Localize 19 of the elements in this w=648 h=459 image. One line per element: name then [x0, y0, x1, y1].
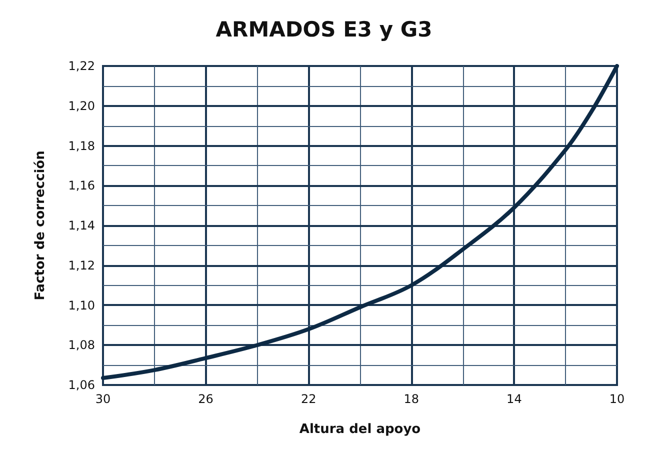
x-axis-title: Altura del apoyo [299, 422, 421, 437]
y-tick-label: 1,20 [68, 98, 95, 113]
y-tick-label: 1,22 [68, 59, 95, 73]
x-tick-label: 22 [300, 392, 316, 406]
chart-title: ARMADOS E3 y G3 [216, 18, 432, 42]
y-tick-label: 1,06 [68, 378, 95, 392]
x-tick-label: 30 [95, 392, 111, 406]
x-tick-label: 14 [506, 392, 522, 406]
x-tick-label: 26 [198, 392, 214, 406]
y-tick-label: 1,16 [68, 178, 95, 193]
y-tick-label: 1,08 [68, 338, 95, 352]
y-tick-label: 1,10 [68, 298, 95, 312]
y-tick-label: 1,18 [68, 138, 95, 153]
line-series [101, 64, 619, 380]
x-tick-label: 18 [404, 392, 420, 406]
x-tick-label: 10 [609, 392, 625, 406]
y-tick-label: 1,14 [68, 218, 95, 232]
y-tick-label: 1,12 [68, 258, 95, 272]
y-axis-title: Factor de corrección [33, 150, 48, 300]
